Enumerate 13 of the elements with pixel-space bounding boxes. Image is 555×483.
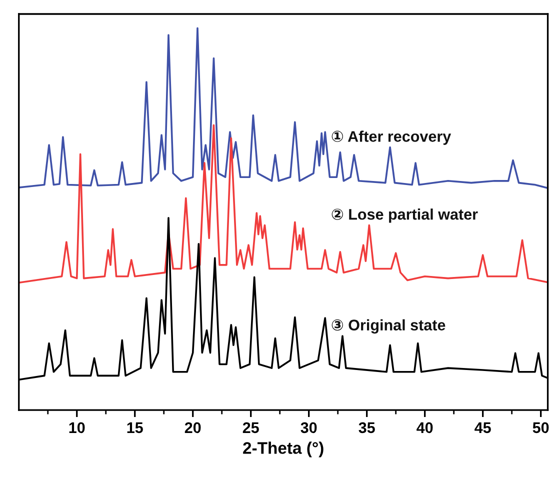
- x-axis-title: 2-Theta (°): [243, 442, 324, 458]
- x-tick-label: 35: [358, 422, 375, 434]
- x-tick-label: 50: [532, 422, 549, 434]
- x-tick-label: 10: [69, 422, 85, 434]
- x-tick-label: 30: [300, 422, 317, 434]
- x-tick-label: 20: [184, 422, 201, 434]
- x-tick-label: 40: [416, 422, 433, 434]
- series-label: ③ Original state: [332, 319, 446, 334]
- x-tick-label: 15: [127, 422, 143, 434]
- series-label: ② Lose partial water: [332, 208, 478, 223]
- x-tick-label: 45: [474, 422, 491, 434]
- series-label: ① After recovery: [332, 130, 452, 145]
- x-tick-label: 25: [242, 422, 259, 434]
